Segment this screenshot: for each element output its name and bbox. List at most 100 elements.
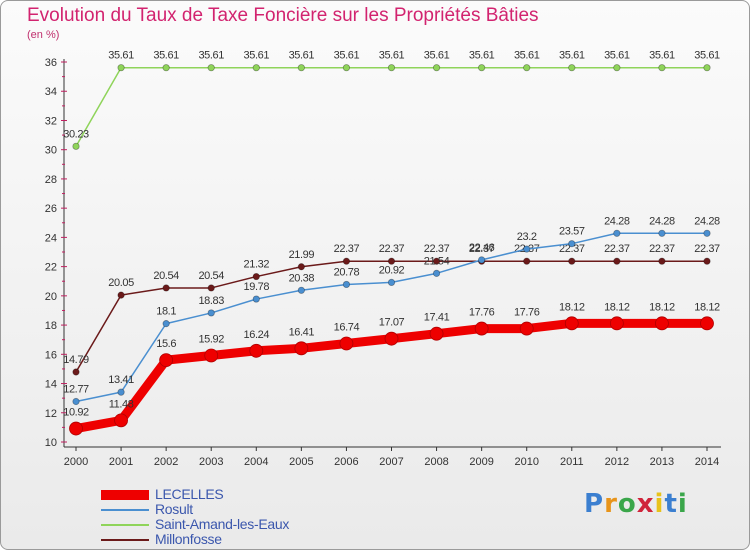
data-point xyxy=(249,343,264,358)
data-label: 19.78 xyxy=(244,281,270,293)
y-tick-label: 36 xyxy=(45,57,57,69)
data-label: 35.61 xyxy=(604,50,630,62)
data-point xyxy=(117,64,125,72)
legend: LECELLES Rosult Saint-Amand-les-Eaux Millon… xyxy=(101,486,401,547)
data-label: 35.61 xyxy=(514,50,540,62)
data-label: 35.61 xyxy=(559,50,585,62)
legend-item: Rosult xyxy=(101,501,401,517)
data-point xyxy=(297,64,305,72)
data-label: 15.92 xyxy=(198,333,224,345)
y-tick-label: 18 xyxy=(45,320,57,332)
data-point xyxy=(523,257,531,265)
data-point xyxy=(384,331,399,346)
x-tick-label: 2011 xyxy=(560,456,584,468)
data-label: 24.28 xyxy=(649,215,675,227)
data-point xyxy=(294,341,309,356)
data-label: 17.76 xyxy=(469,307,495,319)
data-label: 35.61 xyxy=(289,50,315,62)
data-label: 16.24 xyxy=(244,329,270,341)
data-point xyxy=(72,142,80,150)
data-label: 17.76 xyxy=(514,307,540,319)
chart-title: Evolution du Taux de Taxe Foncière sur l… xyxy=(27,5,539,26)
logo-letter: o xyxy=(617,489,637,519)
y-tick-label: 10 xyxy=(45,437,57,449)
logo-letter: r xyxy=(604,489,618,519)
data-label: 24.28 xyxy=(604,215,630,227)
legend-label: LECELLES xyxy=(155,486,224,502)
data-label: 20.05 xyxy=(108,277,134,289)
data-point xyxy=(342,257,351,265)
logo-letter: i xyxy=(654,489,665,519)
data-label: 22.37 xyxy=(604,243,630,255)
legend-item: Saint-Amand-les-Eaux xyxy=(101,516,401,532)
data-label: 21.32 xyxy=(244,259,270,271)
data-label: 35.61 xyxy=(424,50,450,62)
data-point xyxy=(159,353,174,368)
data-label: 20.54 xyxy=(153,270,179,282)
data-label: 22.37 xyxy=(694,243,720,255)
data-point xyxy=(387,257,396,265)
x-tick-label: 2009 xyxy=(469,456,493,468)
data-point xyxy=(252,64,260,72)
data-label: 17.41 xyxy=(424,312,450,324)
y-tick-label: 24 xyxy=(45,232,57,244)
x-tick-label: 2007 xyxy=(379,456,403,468)
legend-label: Millonfosse xyxy=(155,531,222,547)
data-label: 35.61 xyxy=(244,50,270,62)
x-tick-label: 2002 xyxy=(154,456,178,468)
x-tick-label: 2012 xyxy=(605,456,629,468)
data-point xyxy=(387,64,396,72)
data-point xyxy=(703,229,711,237)
data-label: 21.54 xyxy=(424,255,450,267)
data-label: 14.79 xyxy=(63,354,89,366)
legend-swatch xyxy=(101,524,149,526)
data-point xyxy=(568,64,576,72)
series-line xyxy=(75,66,707,147)
x-tick-label: 2014 xyxy=(695,456,719,468)
y-tick-label: 30 xyxy=(45,145,57,157)
legend-swatch xyxy=(101,509,149,511)
data-label: 15.6 xyxy=(156,338,176,350)
series-saint-amand-les-eaux: 30.23 35.61 35.61 35.61 35.61 35.61 35.61 35.61… xyxy=(63,50,720,150)
data-point xyxy=(432,269,441,277)
data-label: 22.37 xyxy=(559,243,585,255)
legend-item: LECELLES xyxy=(101,486,401,502)
data-label: 35.61 xyxy=(153,50,179,62)
data-label: 20.54 xyxy=(198,270,224,282)
data-label: 24.28 xyxy=(694,215,720,227)
data-label: 30.23 xyxy=(63,128,89,140)
x-tick-label: 2006 xyxy=(334,456,358,468)
data-label: 35.61 xyxy=(334,50,360,62)
data-point xyxy=(703,257,711,265)
data-point xyxy=(72,368,80,376)
legend-swatch xyxy=(101,490,149,500)
y-tick-label: 32 xyxy=(45,115,57,127)
data-point xyxy=(252,295,260,303)
data-label: 22.37 xyxy=(334,243,360,255)
data-label: 18.12 xyxy=(559,301,585,313)
data-point xyxy=(613,229,621,237)
data-point xyxy=(162,320,170,328)
legend-label: Rosult xyxy=(155,501,193,517)
data-point xyxy=(297,263,305,271)
y-tick-label: 16 xyxy=(45,349,57,361)
data-point xyxy=(523,64,531,72)
data-label: 35.61 xyxy=(108,50,134,62)
logo-letter: P xyxy=(584,489,605,519)
x-tick-label: 2000 xyxy=(64,456,88,468)
data-point xyxy=(703,64,711,72)
data-point xyxy=(564,316,579,331)
data-label: 10.92 xyxy=(63,407,89,419)
data-label: 23.57 xyxy=(559,226,585,238)
data-label: 23.2 xyxy=(517,231,537,243)
data-label: 21.99 xyxy=(289,249,315,261)
data-point xyxy=(432,64,441,72)
data-point xyxy=(655,316,669,331)
y-tick-label: 14 xyxy=(45,379,57,391)
data-point xyxy=(342,64,351,72)
data-point xyxy=(342,280,351,289)
data-point xyxy=(252,272,260,281)
data-point xyxy=(700,316,714,331)
data-point xyxy=(387,278,396,286)
